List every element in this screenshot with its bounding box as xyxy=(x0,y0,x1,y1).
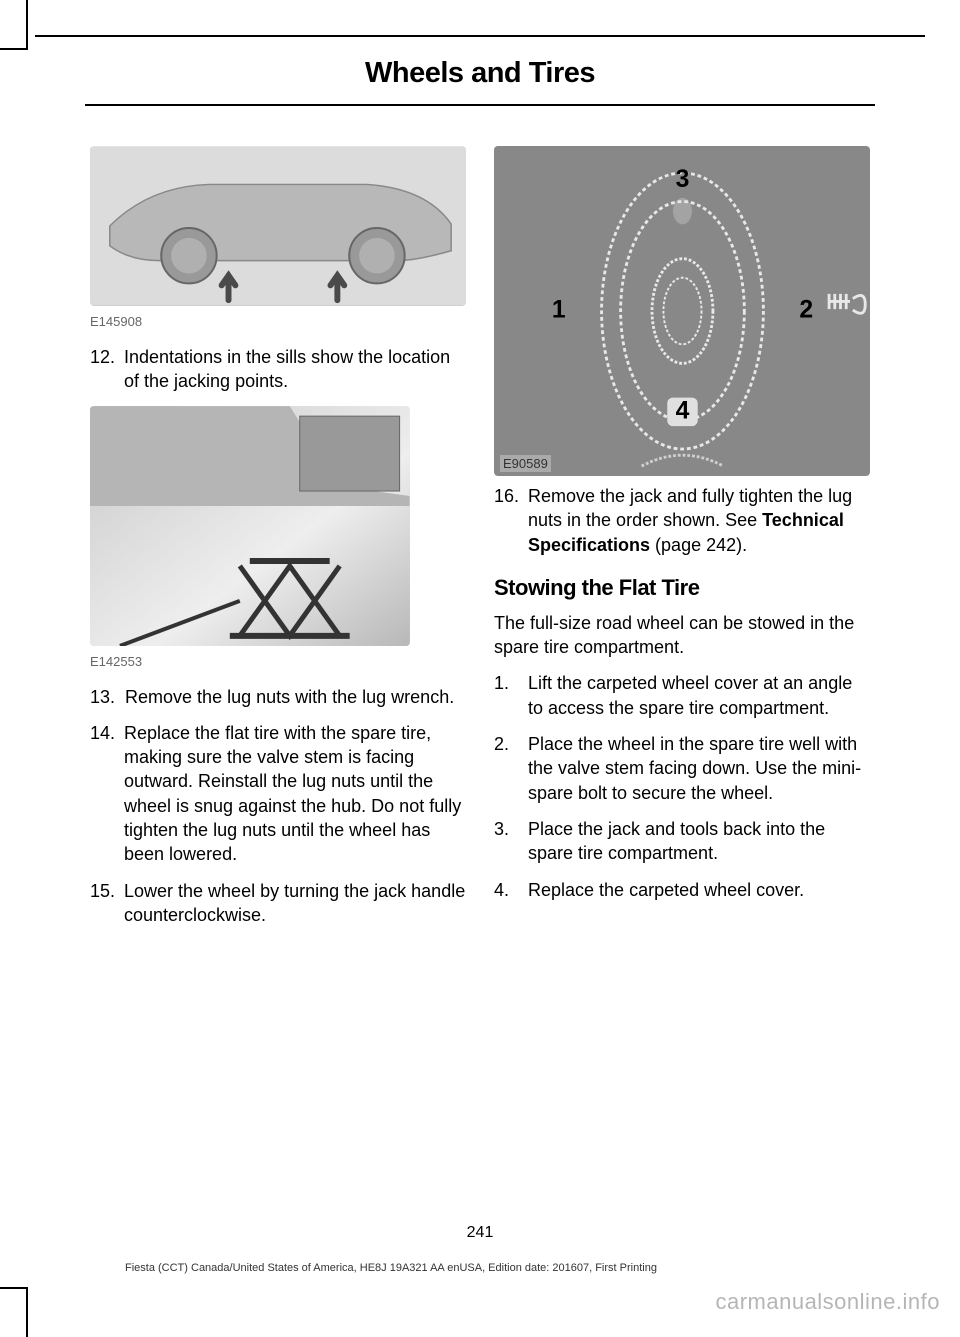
step-number: 14. xyxy=(90,721,114,867)
step-text: Place the wheel in the spare tire well w… xyxy=(528,732,870,805)
crop-mark-bottom-left xyxy=(0,1287,28,1337)
figure-vehicle-label: E145908 xyxy=(90,314,466,329)
step-12: 12. Indentations in the sills show the l… xyxy=(90,345,466,394)
step-16: 16. Remove the jack and fully tighten th… xyxy=(494,484,870,557)
step-14: 14. Replace the flat tire with the spare… xyxy=(90,721,466,867)
figure-lugnut-label: E90589 xyxy=(500,455,551,472)
step-list-left-bottom: 13. Remove the lug nuts with the lug wre… xyxy=(90,685,466,928)
svg-text:4: 4 xyxy=(676,398,690,425)
step-list-left-top: 12. Indentations in the sills show the l… xyxy=(90,345,466,394)
step-number: 1. xyxy=(494,671,518,720)
step-text: Lift the carpeted wheel cover at an angl… xyxy=(528,671,870,720)
step-number: 2. xyxy=(494,732,518,805)
svg-text:1: 1 xyxy=(552,297,566,324)
step-number: 4. xyxy=(494,878,518,902)
stowing-step-3: 3. Place the jack and tools back into th… xyxy=(494,817,870,866)
stowing-step-4: 4. Replace the carpeted wheel cover. xyxy=(494,878,870,902)
step-list-right: 16. Remove the jack and fully tighten th… xyxy=(494,484,870,557)
left-column: E145908 12. Indentations in the sills sh… xyxy=(90,146,466,939)
step-text: Remove the lug nuts with the lug wrench. xyxy=(125,685,454,709)
step-15: 15. Lower the wheel by turning the jack … xyxy=(90,879,466,928)
figure-jack-label: E142553 xyxy=(90,654,466,669)
step-text: Replace the flat tire with the spare tir… xyxy=(124,721,466,867)
figure-vehicle-jacking-points xyxy=(90,146,466,306)
stowing-heading: Stowing the Flat Tire xyxy=(494,575,870,601)
figure-jack-under-vehicle xyxy=(90,406,410,646)
stowing-intro: The full-size road wheel can be stowed i… xyxy=(494,611,870,660)
step-text: Replace the carpeted wheel cover. xyxy=(528,878,804,902)
page-frame: Wheels and Tires E145908 12. xyxy=(35,35,925,1302)
right-column: 3 2 1 4 E90589 16. Remove the jack and f… xyxy=(494,146,870,939)
stowing-step-2: 2. Place the wheel in the spare tire wel… xyxy=(494,732,870,805)
svg-text:3: 3 xyxy=(676,166,690,193)
step-13: 13. Remove the lug nuts with the lug wre… xyxy=(90,685,466,709)
footer-line: Fiesta (CCT) Canada/United States of Ame… xyxy=(125,1262,657,1274)
step-number: 15. xyxy=(90,879,114,928)
chapter-title: Wheels and Tires xyxy=(85,37,875,106)
watermark: carmanualsonline.info xyxy=(715,1289,940,1315)
content-columns: E145908 12. Indentations in the sills sh… xyxy=(35,106,925,939)
step-number: 13. xyxy=(90,685,115,709)
crop-mark-top-left xyxy=(0,0,28,50)
step-text: Lower the wheel by turning the jack hand… xyxy=(124,879,466,928)
step-number: 12. xyxy=(90,345,114,394)
step-text: Place the jack and tools back into the s… xyxy=(528,817,870,866)
step-number: 3. xyxy=(494,817,518,866)
figure-lugnut-order: 3 2 1 4 E90589 xyxy=(494,146,870,476)
step-number: 16. xyxy=(494,484,518,557)
page-number: 241 xyxy=(35,1224,925,1242)
stowing-step-list: 1. Lift the carpeted wheel cover at an a… xyxy=(494,671,870,901)
stowing-step-1: 1. Lift the carpeted wheel cover at an a… xyxy=(494,671,870,720)
step-text: Remove the jack and fully tighten the lu… xyxy=(528,484,870,557)
step-text-post: (page 242). xyxy=(650,535,747,555)
svg-text:2: 2 xyxy=(799,297,813,324)
step-text: Indentations in the sills show the locat… xyxy=(124,345,466,394)
